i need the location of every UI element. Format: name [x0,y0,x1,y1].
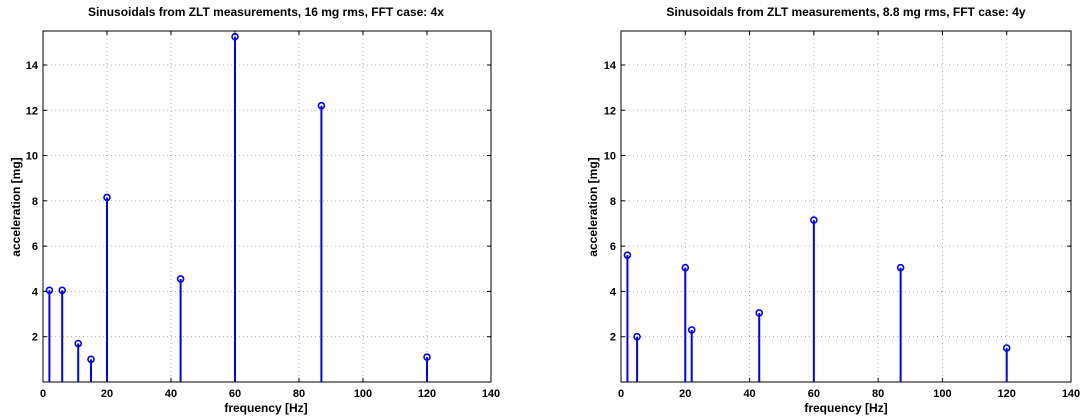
x-tick-label: 20 [101,388,113,400]
y-tick-label: 2 [32,332,38,344]
stem-marker [755,309,764,317]
y-axis-label: acceleration [mg] [586,157,600,256]
y-tick-label: 12 [604,105,616,117]
x-tick-label: 80 [872,388,884,400]
x-tick-label: 0 [618,388,624,400]
stem-marker [74,339,82,348]
x-tick-label: 40 [743,388,755,400]
x-axis-label: frequency [Hz] [804,401,887,415]
y-tick-label: 8 [610,196,616,208]
stem-marker [45,286,54,295]
x-tick-label: 20 [679,388,691,400]
y-tick-label: 12 [26,105,38,117]
x-tick-label: 140 [482,388,500,400]
stem-marker [633,332,641,341]
stem-marker [58,286,67,295]
y-tick-label: 2 [610,332,616,344]
chart-4y: 0 20 40 60 80 100 120 140 2 4 6 8 10 12 14 Sinusoidals … [586,5,1080,415]
y-tick-label: 14 [26,60,39,72]
stem-marker [623,251,632,259]
stem-marker [896,263,905,272]
axes-box [42,30,492,383]
y-tick-label: 4 [610,286,617,298]
chart-title: Sinusoidals from ZLT measurements, 8.8 m… [666,5,1026,19]
x-tick-label: 100 [933,388,951,400]
stem-marker [1002,344,1011,352]
x-tick-label: 0 [40,388,46,400]
x-tick-label: 80 [293,388,305,400]
stem-marker [231,32,239,41]
stem-marker [810,216,818,224]
y-tick-label: 6 [32,241,38,253]
y-tick-label: 10 [604,151,616,163]
axes-box [620,30,1072,383]
y-tick-label: 6 [610,241,616,253]
y-axis-label: acceleration [mg] [9,157,23,256]
x-tick-label: 100 [354,388,372,400]
y-tick-label: 8 [32,196,38,208]
x-axis-label: frequency [Hz] [224,401,307,415]
x-tick-label: 60 [229,388,241,400]
stem-marker [423,353,431,361]
stem-marker [317,101,326,110]
chart-4x: 0 20 40 60 80 100 120 140 2 4 6 8 10 12 14 Sinusoidals … [9,5,500,415]
stem-marker [681,263,690,272]
x-tick-label: 40 [165,388,177,400]
x-tick-label: 120 [418,388,436,400]
x-tick-label: 60 [808,388,820,400]
stem-marker [87,355,95,364]
x-tick-label: 140 [1062,388,1080,400]
chart-title: Sinusoidals from ZLT measurements, 16 mg… [88,5,444,19]
x-tick-label: 120 [998,388,1016,400]
stem-marker [103,193,111,202]
y-tick-label: 4 [32,286,39,298]
stem-marker [687,326,696,334]
y-tick-label: 14 [604,60,617,72]
y-tick-label: 10 [26,151,38,163]
stem-marker [176,275,185,283]
